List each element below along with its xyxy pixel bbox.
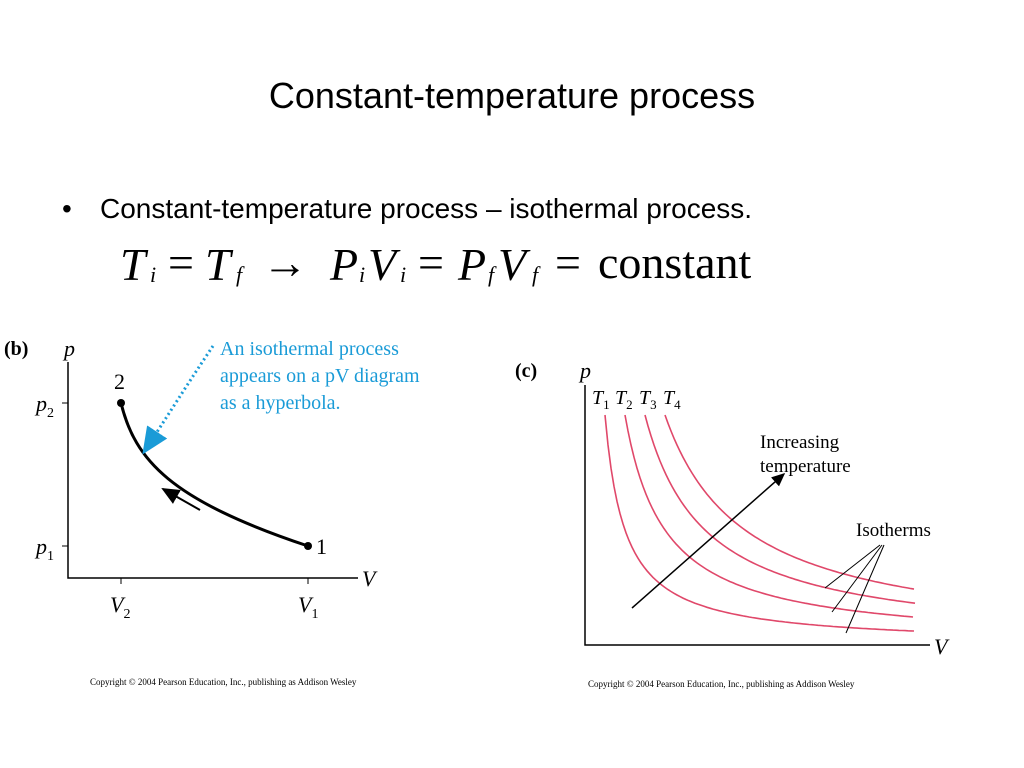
point: [304, 542, 312, 550]
eq-sub: f: [488, 262, 497, 287]
eq-part: V: [368, 239, 401, 290]
annotation: as a hyperbola.: [220, 392, 341, 414]
point-label: 1: [316, 534, 327, 559]
isotherm-curve: [624, 414, 914, 618]
eq-part: V: [498, 239, 531, 290]
eq-part: constant: [598, 237, 752, 288]
curve-label: T1: [592, 387, 610, 412]
eq-sub: f: [236, 262, 245, 287]
axis-label: V: [362, 566, 378, 591]
isotherm-curve: [119, 402, 309, 548]
isotherm-curve: [664, 414, 915, 590]
curve-label: T2: [615, 387, 633, 412]
equation: T i = T f → P i V i = P f V f = constant: [120, 237, 752, 290]
axis-label: V: [934, 634, 950, 659]
bullet-dot: •: [62, 193, 72, 224]
eq-part: P: [329, 239, 358, 290]
curve-label: T3: [639, 387, 657, 412]
point-label: 2: [114, 369, 125, 394]
figure-label: (c): [515, 360, 537, 382]
figure-c: (c) p V T1 T2 T3 T4 Increasing temperatu…: [515, 358, 950, 689]
pointer-lines: [824, 544, 885, 634]
point: [117, 399, 125, 407]
direction-arrow: [161, 488, 201, 511]
isotherms-label: Isotherms: [856, 520, 931, 541]
arrow-label: Increasing: [760, 432, 840, 453]
tick-label: p1: [34, 534, 54, 564]
figure-label: (b): [4, 338, 28, 360]
axes: [67, 362, 358, 579]
tick-label: V1: [298, 592, 318, 622]
eq-part: =: [555, 237, 581, 288]
eq-part: =: [418, 237, 444, 288]
eq-part: T: [205, 239, 234, 290]
isotherm-curve: [604, 414, 915, 632]
isotherm-curve: [644, 414, 916, 604]
copyright: Copyright © 2004 Pearson Education, Inc.…: [90, 677, 357, 687]
axes: [584, 385, 930, 646]
eq-sub: i: [400, 262, 406, 287]
bullet-text: Constant-temperature process – isotherma…: [100, 193, 752, 224]
tick-label: p2: [34, 391, 54, 421]
figure-b: (b) p V p2 p1 V2 V1 2 1 An isothermal pr…: [4, 336, 420, 687]
annotation: An isothermal process: [220, 338, 399, 360]
eq-part: =: [168, 237, 194, 288]
slide-title: Constant-temperature process: [269, 75, 755, 116]
eq-sub: i: [150, 262, 156, 287]
axis-label: p: [578, 358, 591, 383]
eq-part: T: [120, 239, 149, 290]
temperature-arrow: [631, 473, 786, 609]
curve-label: T4: [663, 387, 681, 412]
axis-label: p: [62, 336, 75, 361]
eq-part: P: [457, 239, 486, 290]
eq-sub: f: [532, 262, 541, 287]
arrow-label: temperature: [760, 456, 851, 477]
eq-part: →: [262, 237, 308, 288]
tick-label: V2: [110, 592, 130, 622]
copyright: Copyright © 2004 Pearson Education, Inc.…: [588, 679, 855, 689]
annotation-arrow: [142, 345, 215, 455]
eq-sub: i: [359, 262, 365, 287]
annotation: appears on a pV diagram: [220, 365, 420, 387]
